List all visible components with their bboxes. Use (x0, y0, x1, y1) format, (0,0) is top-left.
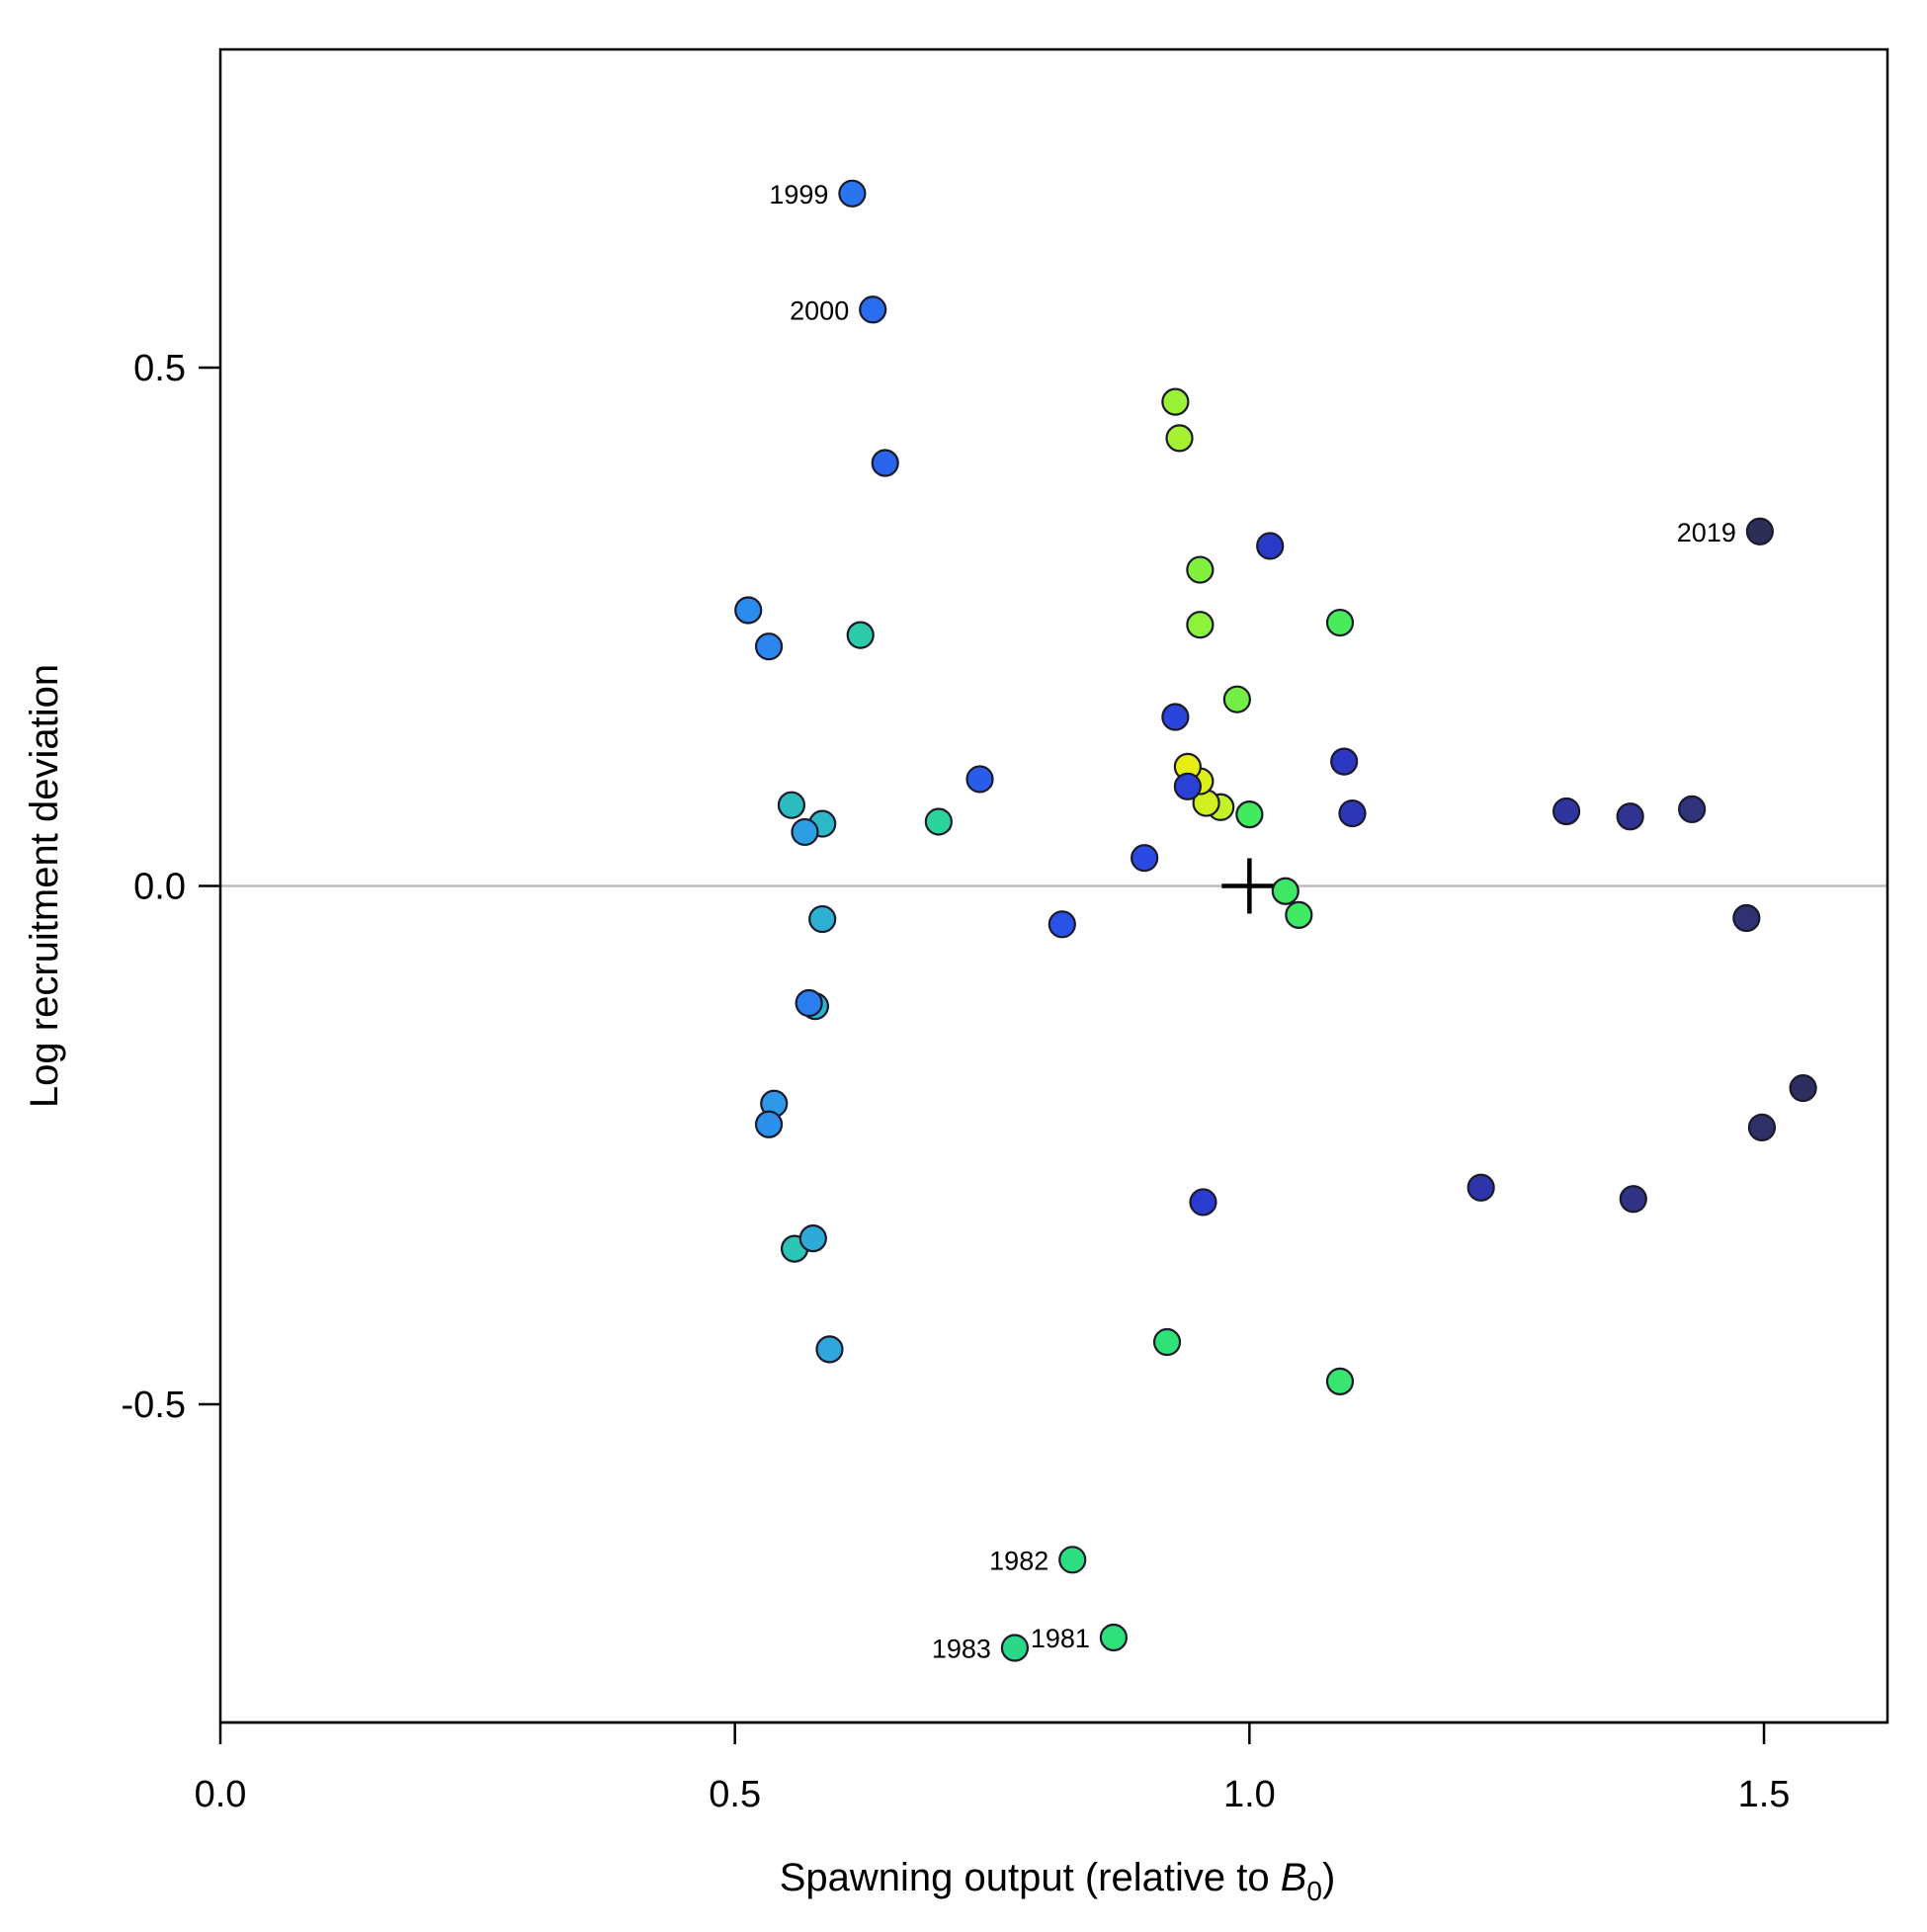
data-point (754, 632, 784, 661)
data-point (791, 817, 819, 847)
data-point (777, 791, 806, 819)
point-year-label: 2000 (790, 295, 849, 325)
point-year-label: 1983 (932, 1634, 991, 1663)
point-year-label: 1982 (989, 1546, 1048, 1575)
x-axis-label-symbol: B (1281, 1856, 1307, 1899)
point-year-label: 2019 (1677, 518, 1736, 547)
data-point (1186, 611, 1215, 639)
x-tick-label: 1.5 (1738, 1774, 1791, 1815)
data-point (754, 1110, 784, 1138)
data-point (1619, 1185, 1647, 1214)
data-point (846, 621, 875, 649)
point-year-label: 1999 (769, 180, 828, 210)
data-point (1186, 555, 1215, 584)
data-point (1189, 1188, 1217, 1217)
data-point (1551, 797, 1581, 826)
data-point (1466, 1173, 1495, 1202)
data-point (1616, 802, 1644, 831)
data-point (838, 179, 867, 208)
data-point (1732, 903, 1761, 933)
data-point (1271, 877, 1299, 905)
data-point (1338, 798, 1367, 828)
data-point (924, 807, 953, 836)
x-axis-label-subscript: 0 (1306, 1876, 1322, 1906)
plot-frame (218, 47, 1889, 1724)
data-point (1047, 910, 1076, 939)
marker-layer (1221, 858, 1278, 914)
data-point (1285, 900, 1313, 929)
data-point (798, 1224, 827, 1253)
data-point (1235, 800, 1264, 829)
data-point (1330, 747, 1359, 776)
data-point (1325, 608, 1355, 637)
data-point (1161, 387, 1190, 416)
data-point (734, 596, 763, 625)
x-axis-label-suffix: ) (1322, 1856, 1335, 1899)
data-point (1678, 795, 1707, 823)
data-point (1747, 1113, 1777, 1142)
point-labels-layer: 1981 1982 1983 1999 2000 2019 (769, 180, 1736, 1664)
y-tick-label: 0.5 (133, 348, 186, 389)
y-tick-label: -0.5 (122, 1385, 186, 1426)
data-point (1152, 1327, 1182, 1357)
data-point (1161, 703, 1190, 731)
data-point (1165, 424, 1194, 453)
data-point (808, 904, 837, 934)
x-tick-label: 0.5 (709, 1774, 761, 1815)
x-tick-label: 1.0 (1223, 1774, 1276, 1815)
data-point (1000, 1634, 1030, 1662)
data-point (1173, 772, 1202, 800)
data-point (1222, 685, 1251, 714)
data-point (859, 295, 887, 324)
data-point (1325, 1367, 1355, 1395)
data-point (1256, 532, 1285, 560)
data-point (1058, 1546, 1087, 1574)
data-point (1745, 517, 1774, 546)
x-axis-label: Spawning output (relative to B0) (780, 1856, 1336, 1906)
reference-point-marker (1221, 858, 1278, 914)
data-point (965, 765, 994, 794)
x-tick-label: 0.0 (195, 1774, 247, 1815)
data-point (815, 1335, 844, 1364)
data-point (1131, 844, 1159, 873)
data-point (871, 449, 899, 477)
data-point (1789, 1073, 1817, 1103)
points-layer (734, 179, 1817, 1662)
y-tick-label: 0.0 (133, 867, 186, 908)
data-point (795, 988, 823, 1018)
point-year-label: 1981 (1031, 1624, 1090, 1653)
data-point (1099, 1623, 1128, 1652)
y-axis-label: Log recruitment deviation (23, 664, 66, 1108)
